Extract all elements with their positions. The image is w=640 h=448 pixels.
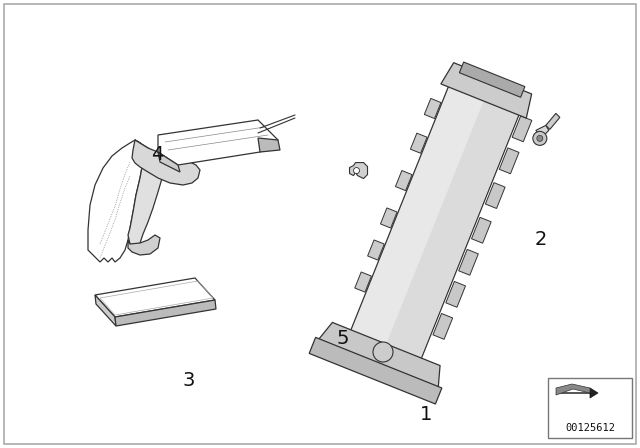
Text: 5: 5 — [336, 329, 349, 348]
Polygon shape — [316, 323, 440, 392]
Polygon shape — [512, 116, 532, 142]
Text: 1: 1 — [419, 405, 432, 424]
Polygon shape — [158, 120, 278, 165]
Polygon shape — [128, 140, 163, 248]
Polygon shape — [446, 281, 465, 307]
Polygon shape — [95, 295, 116, 326]
Polygon shape — [472, 217, 491, 243]
Circle shape — [533, 131, 547, 145]
Polygon shape — [88, 140, 143, 262]
Polygon shape — [115, 300, 216, 326]
Text: 2: 2 — [534, 230, 547, 249]
Polygon shape — [546, 113, 560, 129]
Circle shape — [353, 168, 360, 173]
Polygon shape — [536, 125, 549, 138]
Polygon shape — [355, 272, 371, 292]
Polygon shape — [309, 337, 442, 404]
Polygon shape — [433, 314, 452, 339]
Polygon shape — [499, 148, 519, 174]
Polygon shape — [348, 71, 525, 366]
Polygon shape — [158, 152, 180, 172]
Polygon shape — [459, 250, 478, 275]
Text: 3: 3 — [182, 371, 195, 390]
Polygon shape — [485, 183, 505, 208]
Polygon shape — [441, 63, 532, 118]
Circle shape — [373, 342, 393, 362]
Polygon shape — [386, 90, 522, 358]
Polygon shape — [95, 278, 215, 317]
Circle shape — [537, 135, 543, 142]
Polygon shape — [424, 99, 441, 119]
Polygon shape — [396, 171, 412, 191]
Polygon shape — [128, 235, 160, 255]
Polygon shape — [558, 388, 598, 398]
Polygon shape — [367, 240, 384, 260]
Text: 4: 4 — [150, 145, 163, 164]
Polygon shape — [556, 384, 590, 395]
Polygon shape — [349, 163, 367, 179]
Text: 00125612: 00125612 — [565, 423, 615, 433]
Polygon shape — [132, 140, 200, 185]
Bar — [548, 378, 632, 438]
Polygon shape — [258, 138, 280, 152]
Polygon shape — [460, 62, 525, 97]
Polygon shape — [410, 133, 427, 153]
Polygon shape — [380, 208, 397, 228]
